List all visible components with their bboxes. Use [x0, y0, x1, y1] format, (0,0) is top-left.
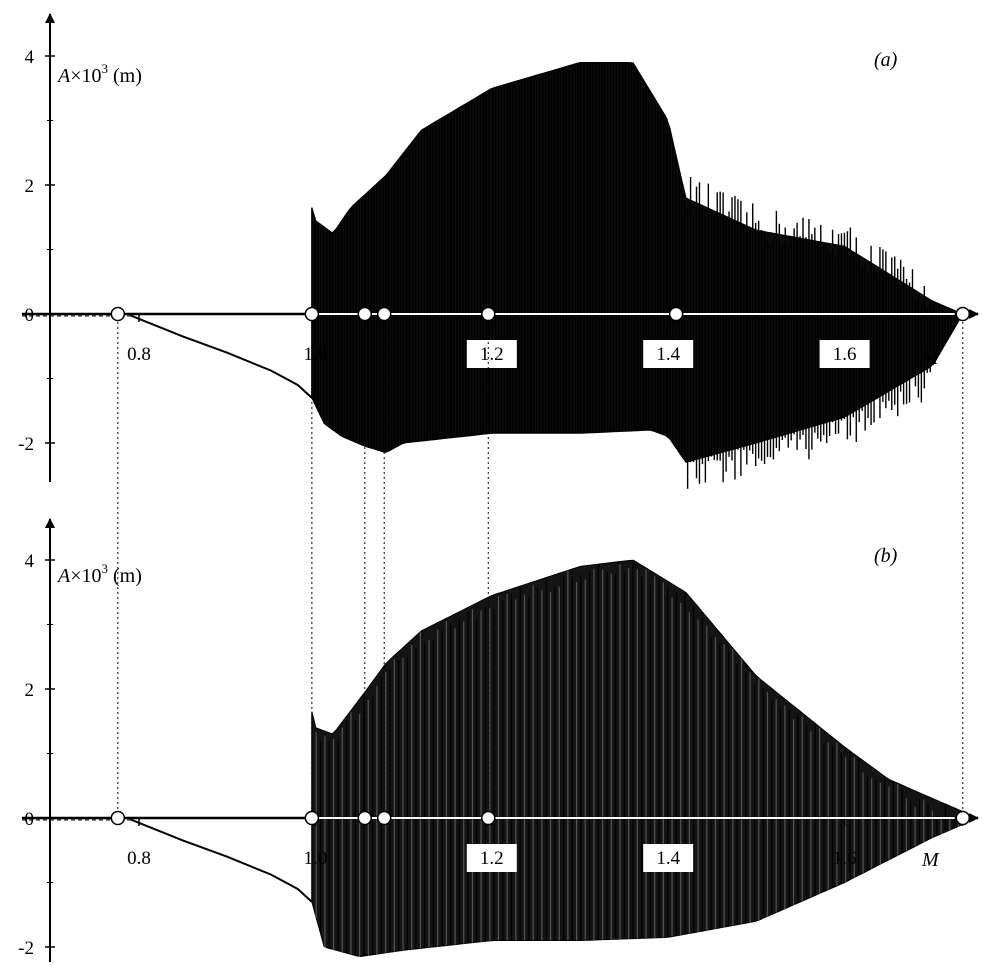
x-tick-label: 1.0 — [304, 848, 328, 869]
panel-connectors — [117, 322, 964, 812]
panel-b-ylabel: A×103 (m) — [56, 561, 142, 587]
ylabel-unit: (m) — [108, 65, 142, 87]
x-tick-label-box — [643, 844, 694, 872]
x-tick-label: 1.2 — [480, 848, 504, 869]
bifurcation-marker — [304, 810, 320, 826]
bifurcation-marker — [376, 306, 392, 322]
x-tick-label: 1.6 — [833, 848, 857, 869]
bifurcation-marker — [304, 306, 320, 322]
x-tick-label-box — [643, 340, 694, 368]
x-tick-label: 1.2 — [480, 344, 504, 365]
panel-b-xlabel: M — [921, 849, 940, 871]
panel-a: -2 0 2 4 0.8 1.0 1.2 1.4 1.6 A×103 (m) (a) M — [18, 13, 979, 489]
x-tick-label: 1.6 — [833, 344, 857, 365]
ylabel-rest: ×10 — [70, 65, 101, 87]
x-tick-label: 1.4 — [656, 848, 680, 869]
static-branch-line — [129, 818, 313, 903]
ylabel-var: A — [56, 565, 71, 587]
panel-a-xlabel: M — [921, 347, 940, 369]
static-branch-line — [129, 314, 313, 399]
ylabel-unit: (m) — [108, 565, 142, 587]
panel-b-markers — [110, 810, 971, 826]
y-tick-label: 4 — [25, 551, 35, 572]
bifurcation-marker — [357, 810, 373, 826]
bifurcation-marker — [110, 306, 126, 322]
ylabel-rest: ×10 — [70, 565, 101, 587]
panel-b-data — [22, 559, 964, 958]
y-tick-label: 4 — [25, 47, 35, 68]
panel-b-ticks: -2 0 2 4 0.8 1.0 1.2 1.4 1.6 — [18, 551, 856, 959]
panel-a-data — [22, 62, 964, 489]
x-tick-label: 0.8 — [127, 848, 151, 869]
y-tick-label: 0 — [25, 809, 35, 830]
y-tick-label: -2 — [18, 938, 34, 959]
x-tick-label-box — [466, 340, 517, 368]
x-tick-label: 1.4 — [656, 344, 680, 365]
bifurcation-marker — [481, 306, 496, 322]
x-tick-label: 0.8 — [127, 344, 151, 365]
bifurcation-marker — [481, 810, 496, 826]
ylabel-exp: 3 — [102, 561, 109, 576]
y-tick-label: 2 — [25, 680, 35, 701]
ylabel-exp: 3 — [102, 61, 109, 76]
bifurcation-marker — [376, 810, 392, 826]
x-tick-label-box — [819, 340, 870, 368]
x-tick-label-box — [466, 844, 517, 872]
panel-a-ylabel: A×103 (m) — [56, 61, 142, 87]
y-tick-label: 2 — [25, 176, 35, 197]
panel-a-label: (a) — [874, 49, 898, 71]
panel-b-label: (b) — [874, 545, 898, 567]
bifurcation-marker — [955, 810, 971, 826]
ylabel-var: A — [56, 65, 71, 87]
bifurcation-marker — [668, 306, 684, 322]
panel-a-markers — [110, 306, 971, 322]
bifurcation-marker — [357, 306, 373, 322]
bifurcation-marker — [955, 306, 971, 322]
y-tick-label: -2 — [18, 434, 34, 455]
x-tick-label: 1.0 — [304, 344, 328, 365]
panel-a-ticks: -2 0 2 4 0.8 1.0 1.2 1.4 1.6 — [18, 47, 870, 455]
panel-b: -2 0 2 4 0.8 1.0 1.2 1.4 1.6 A×103 (m) (b) M — [18, 518, 979, 962]
bifurcation-marker — [110, 810, 126, 826]
y-tick-label: 0 — [25, 305, 35, 326]
